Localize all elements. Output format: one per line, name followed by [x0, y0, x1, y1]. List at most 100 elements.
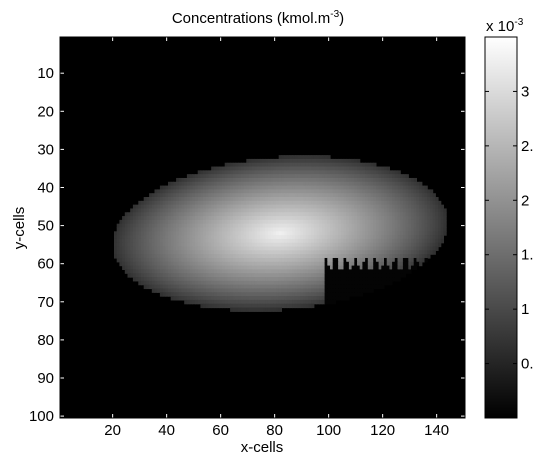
- heatmap-cell: [330, 250, 334, 255]
- heatmap-cell: [362, 166, 366, 171]
- heatmap-cell: [316, 269, 320, 274]
- heatmap-cell: [240, 250, 245, 255]
- heatmap-cell: [305, 189, 309, 194]
- heatmap-cell: [386, 231, 390, 236]
- heatmap-cell: [281, 235, 285, 240]
- heatmap-cell: [165, 254, 169, 259]
- heatmap-cell: [203, 296, 207, 301]
- heatmap-cell: [114, 242, 118, 248]
- heatmap-cell: [157, 246, 161, 251]
- heatmap-cell: [408, 216, 412, 221]
- heatmap-cell: [375, 208, 380, 213]
- heatmap-cell: [251, 162, 255, 168]
- heatmap-cell: [257, 231, 261, 236]
- heatmap-cell: [284, 204, 288, 210]
- heatmap-cell: [262, 200, 266, 206]
- heatmap-cell: [232, 246, 237, 251]
- heatmap-cell: [254, 162, 258, 168]
- heatmap-cell: [308, 265, 312, 271]
- heatmap-cell: [278, 158, 282, 164]
- heatmap-cell: [200, 170, 204, 175]
- heatmap-cell: [219, 250, 223, 255]
- heatmap-cell: [319, 299, 323, 305]
- heatmap-cell: [165, 242, 169, 248]
- heatmap-cell: [324, 254, 328, 259]
- heatmap-cell: [300, 185, 304, 190]
- heatmap-cell: [303, 174, 307, 179]
- heatmap-cell: [303, 269, 307, 274]
- heatmap-cell: [184, 200, 188, 206]
- heatmap-cell: [157, 216, 161, 221]
- heatmap-cell: [319, 174, 323, 179]
- heatmap-cell: [316, 185, 320, 190]
- heatmap-cell: [259, 166, 264, 171]
- heatmap-cell: [389, 257, 393, 263]
- heatmap-cell: [362, 177, 366, 183]
- heatmap-cell: [276, 231, 280, 236]
- heatmap-cell: [243, 185, 247, 190]
- heatmap-cell: [378, 231, 382, 236]
- heatmap-cell: [249, 307, 253, 312]
- heatmap-cell: [254, 204, 258, 210]
- heatmap-cell: [230, 303, 234, 309]
- heatmap-cell: [300, 204, 304, 210]
- heatmap-cell: [235, 288, 239, 293]
- heatmap-cell: [427, 204, 431, 210]
- heatmap-cell: [157, 235, 161, 240]
- heatmap-cell: [292, 189, 296, 194]
- heatmap-cell: [357, 265, 361, 271]
- heatmap-cell: [184, 204, 188, 210]
- heatmap-cell: [359, 277, 363, 282]
- heatmap-cell: [222, 227, 226, 232]
- heatmap-cell: [389, 242, 393, 248]
- heatmap-cell: [224, 250, 228, 255]
- heatmap-cell: [308, 303, 312, 309]
- heatmap-cell: [205, 170, 210, 175]
- heatmap-cell: [184, 296, 188, 301]
- heatmap-cell: [321, 246, 326, 251]
- heatmap-cell: [200, 223, 204, 229]
- heatmap-cell: [370, 185, 374, 190]
- heatmap-cell: [400, 197, 404, 202]
- heatmap-cell: [195, 212, 199, 217]
- heatmap-cell: [216, 174, 220, 179]
- heatmap-cell: [230, 216, 234, 221]
- heatmap-cell: [416, 231, 420, 236]
- heatmap-cell: [321, 177, 326, 183]
- heatmap-cell: [178, 227, 183, 232]
- heatmap-cell: [170, 219, 174, 225]
- heatmap-cell: [308, 231, 312, 236]
- heatmap-cell: [162, 193, 166, 198]
- heatmap-cell: [330, 246, 334, 251]
- heatmap-cell: [357, 219, 361, 225]
- heatmap-cell: [262, 296, 266, 301]
- heatmap-cell: [300, 216, 304, 221]
- heatmap-cell: [394, 170, 399, 175]
- heatmap-cell: [205, 223, 210, 229]
- heatmap-cell: [159, 280, 164, 286]
- heatmap-cell: [359, 200, 363, 206]
- heatmap-cell: [443, 216, 447, 221]
- heatmap-cell: [313, 292, 318, 297]
- heatmap-cell: [389, 273, 393, 278]
- heatmap-cell: [146, 216, 150, 221]
- heatmap-cell: [127, 227, 131, 232]
- heatmap-cell: [203, 212, 207, 217]
- heatmap-cell: [294, 166, 299, 171]
- heatmap-cell: [189, 185, 193, 190]
- heatmap-cell: [327, 208, 331, 213]
- heatmap-cell: [389, 261, 393, 267]
- heatmap-cell: [308, 273, 312, 278]
- heatmap-cell: [176, 216, 180, 221]
- heatmap-cell: [149, 280, 153, 286]
- heatmap-cell: [276, 288, 280, 293]
- heatmap-cell: [116, 231, 120, 236]
- heatmap-cell: [297, 265, 301, 271]
- heatmap-cell: [270, 216, 274, 221]
- heatmap-cell: [254, 189, 258, 194]
- heatmap-cell: [386, 250, 390, 255]
- heatmap-cell: [411, 238, 415, 244]
- heatmap-cell: [408, 269, 412, 274]
- heatmap-cell: [222, 212, 226, 217]
- heatmap-cell: [222, 170, 226, 175]
